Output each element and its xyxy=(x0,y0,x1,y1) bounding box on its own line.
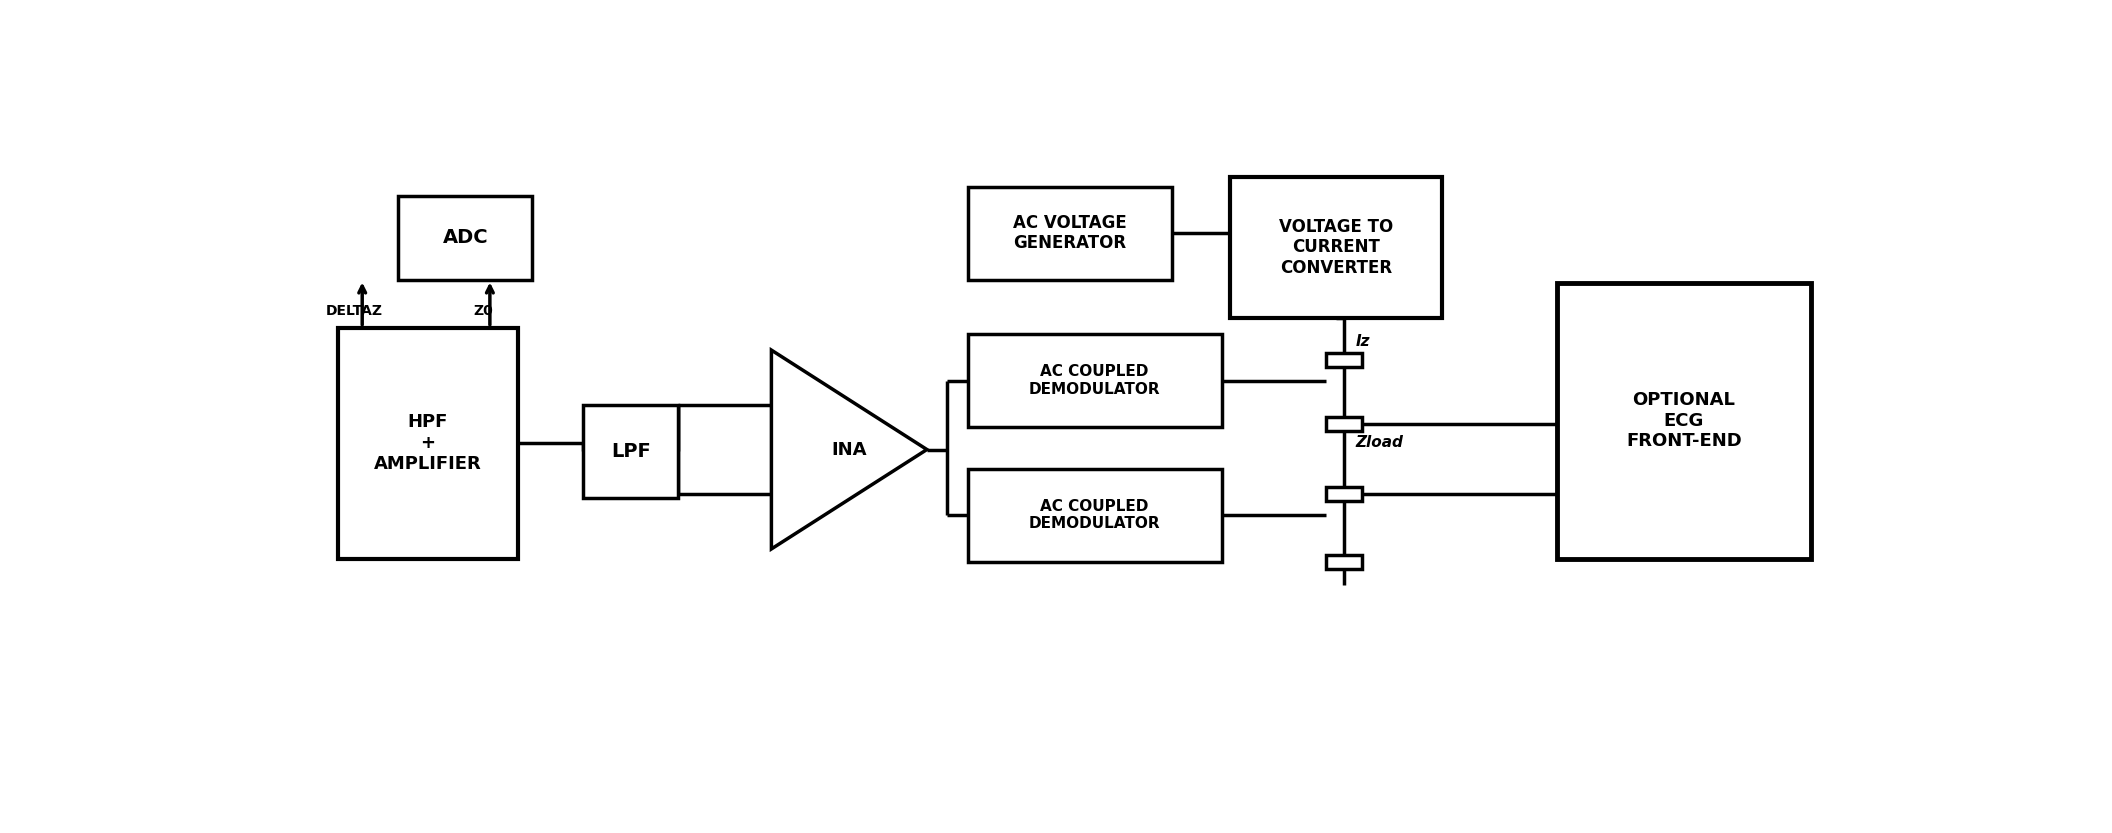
Text: Iz: Iz xyxy=(1356,334,1371,349)
Text: ADC: ADC xyxy=(444,228,488,247)
Bar xyxy=(1326,487,1362,501)
Bar xyxy=(1557,282,1810,559)
Bar xyxy=(967,187,1172,280)
Text: Z0: Z0 xyxy=(473,304,494,318)
Bar xyxy=(1229,177,1442,318)
Text: HPF
+
AMPLIFIER: HPF + AMPLIFIER xyxy=(374,413,482,473)
Text: Zload: Zload xyxy=(1356,435,1404,450)
Bar xyxy=(338,327,517,559)
Text: OPTIONAL
ECG
FRONT-END: OPTIONAL ECG FRONT-END xyxy=(1626,391,1742,451)
Bar xyxy=(399,197,532,280)
Text: LPF: LPF xyxy=(610,441,650,461)
Text: AC COUPLED
DEMODULATOR: AC COUPLED DEMODULATOR xyxy=(1029,499,1159,531)
Bar xyxy=(967,334,1221,427)
Bar xyxy=(967,469,1221,561)
Text: INA: INA xyxy=(832,441,866,458)
Bar xyxy=(1326,416,1362,431)
Bar xyxy=(1326,555,1362,569)
Text: VOLTAGE TO
CURRENT
CONVERTER: VOLTAGE TO CURRENT CONVERTER xyxy=(1280,217,1394,277)
Text: AC COUPLED
DEMODULATOR: AC COUPLED DEMODULATOR xyxy=(1029,364,1159,397)
Bar xyxy=(583,405,678,497)
Text: AC VOLTAGE
GENERATOR: AC VOLTAGE GENERATOR xyxy=(1014,213,1128,252)
Bar xyxy=(1326,352,1362,367)
Text: DELTAZ: DELTAZ xyxy=(325,304,382,318)
